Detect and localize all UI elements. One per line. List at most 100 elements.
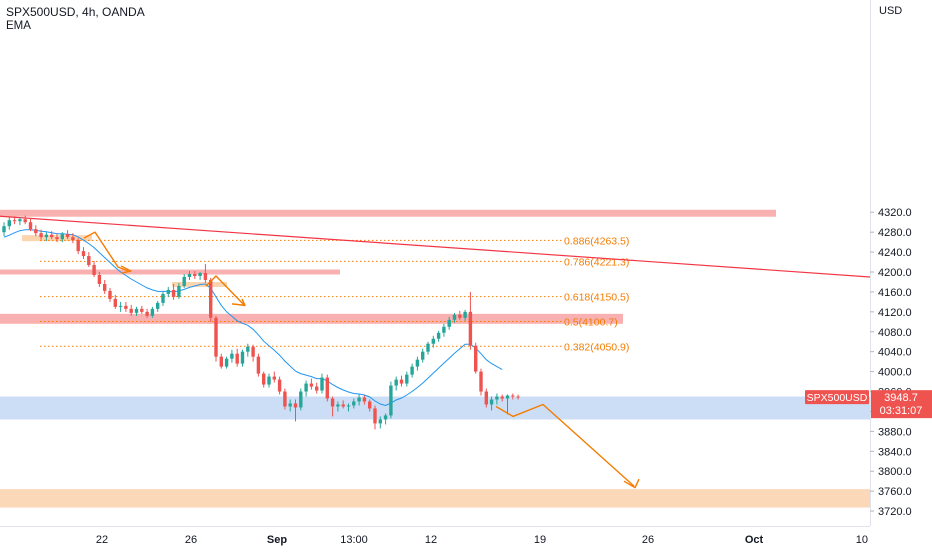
candle xyxy=(442,323,446,337)
symbol-line: SPX500USD, 4h, OANDA xyxy=(6,5,145,19)
candle-body xyxy=(277,379,282,392)
candle xyxy=(246,343,250,357)
ema-label: EMA xyxy=(6,20,31,32)
candle xyxy=(60,232,64,243)
candle xyxy=(373,405,377,430)
y-tick-label: 3800.0 xyxy=(878,466,912,478)
y-tick-label: 4280.0 xyxy=(878,227,912,239)
candle-body xyxy=(288,403,292,407)
candle xyxy=(505,394,510,415)
candle-body xyxy=(346,405,351,407)
candle xyxy=(81,247,86,260)
candle xyxy=(293,399,298,422)
ema-line xyxy=(3,229,503,407)
candle xyxy=(431,335,435,348)
candle-body xyxy=(203,273,208,280)
candle-body xyxy=(161,293,165,303)
candle-body xyxy=(368,401,372,409)
candle xyxy=(251,344,255,362)
candle xyxy=(113,294,117,309)
candle-body xyxy=(399,379,404,384)
candle-body xyxy=(230,353,234,359)
trendline-layer xyxy=(0,215,871,278)
y-tick-label: 3880.0 xyxy=(878,426,912,438)
arrow-head xyxy=(231,298,246,307)
candle-body xyxy=(431,338,435,344)
candle-body xyxy=(505,395,510,399)
candle xyxy=(156,300,160,312)
candle-body xyxy=(405,374,409,384)
fib-label: 0.886(4263.5) xyxy=(564,235,629,247)
candle xyxy=(193,271,197,279)
candle xyxy=(76,238,80,255)
candle-body xyxy=(224,358,229,367)
candle xyxy=(235,348,239,367)
candle-body xyxy=(489,399,494,405)
candle-body xyxy=(18,219,22,222)
candle-body xyxy=(447,319,451,327)
candle-body xyxy=(60,234,64,240)
candle-body xyxy=(81,251,86,257)
price-tag-value: 3948.7 xyxy=(884,392,918,404)
candle xyxy=(277,376,282,395)
candle-body xyxy=(134,308,139,313)
candle-body xyxy=(436,332,441,339)
candle xyxy=(458,310,462,320)
candles-layer xyxy=(2,215,520,430)
candle xyxy=(71,233,75,244)
candle xyxy=(12,216,17,225)
candle xyxy=(309,378,314,390)
candle-body xyxy=(389,385,393,416)
candle-body xyxy=(113,298,117,307)
y-tick-label: 3720.0 xyxy=(878,506,912,518)
symbol-header[interactable]: SPX500USD, 4h, OANDA xyxy=(6,5,147,19)
fibonacci-layer: 0.886(4263.5)0.786(4221.3)0.618(4150.5)0… xyxy=(40,235,629,353)
candle-body xyxy=(39,233,43,238)
candle-body xyxy=(251,346,255,357)
candle-body xyxy=(118,305,123,307)
candle-body xyxy=(330,398,335,407)
x-tick-label: 12 xyxy=(425,534,437,546)
arrow-head xyxy=(623,478,640,489)
x-tick-label: 26 xyxy=(185,534,197,546)
candle xyxy=(209,277,213,322)
candle xyxy=(145,308,149,318)
candle-body xyxy=(415,359,420,367)
candle-body xyxy=(468,311,473,346)
candle-body xyxy=(442,326,446,333)
candle-body xyxy=(495,396,499,400)
candle-body xyxy=(362,397,367,402)
price-tag-layer: SPX500USD 3948.703:31:07 xyxy=(805,390,932,419)
y-tick-label: 4120.0 xyxy=(878,307,912,319)
y-tick-label: 3840.0 xyxy=(878,446,912,458)
candle-body xyxy=(474,345,478,372)
candle-body xyxy=(7,220,11,227)
candle-body xyxy=(235,353,239,364)
y-tick-label: 4320.0 xyxy=(878,207,912,219)
ema-legend[interactable]: EMA xyxy=(6,20,31,32)
candle xyxy=(389,381,393,419)
symbol-tag-bg xyxy=(805,390,869,405)
candle xyxy=(484,388,488,408)
candle-body xyxy=(55,237,59,240)
candle-body xyxy=(166,289,170,294)
candle-body xyxy=(262,373,266,385)
candle xyxy=(177,282,181,299)
candle xyxy=(18,217,22,226)
y-tick-label: 4160.0 xyxy=(878,287,912,299)
candle-body xyxy=(256,356,261,374)
projection-layer xyxy=(83,231,640,489)
zones-layer xyxy=(0,209,870,508)
candle-body xyxy=(219,356,223,367)
candle xyxy=(108,287,112,302)
candle-body xyxy=(373,408,377,424)
target-zone xyxy=(0,489,870,508)
candle-body xyxy=(394,379,398,386)
candle-body xyxy=(44,234,49,238)
candle xyxy=(34,225,38,237)
candle xyxy=(426,341,430,355)
candle-body xyxy=(516,396,520,398)
